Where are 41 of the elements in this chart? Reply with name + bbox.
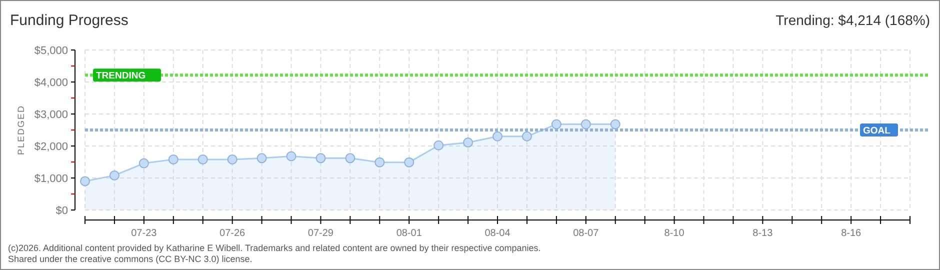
text: (c)2026. Additional content provided by Katharine E Wibell. Trademarks and related content are owned by their respective companies. xyxy=(8,243,541,253)
x-tick-label: 07-23 xyxy=(131,228,158,239)
point xyxy=(286,151,296,162)
y-tick-label: $5,000 xyxy=(34,45,68,57)
x-tick-label: 08-01 xyxy=(396,228,422,239)
x-tick-label: 08-04 xyxy=(484,228,511,239)
y-tick-label: $0 xyxy=(56,205,68,217)
point xyxy=(198,154,208,164)
x-tick-label: 8-10 xyxy=(664,228,685,239)
point xyxy=(610,119,620,130)
point xyxy=(168,154,178,164)
y-tick-label: $2,000 xyxy=(34,141,68,153)
point xyxy=(374,157,385,168)
point xyxy=(138,158,149,168)
x-tick-label: 8-16 xyxy=(841,228,862,239)
ref-line-label: TRENDING xyxy=(96,70,146,82)
point xyxy=(109,170,120,180)
text: Trending: $4,214 (168%) xyxy=(776,12,930,28)
text: Shared under the creative commons (CC BY-NC 3.0) license. xyxy=(8,254,252,264)
ref-line-label: GOAL xyxy=(863,126,891,136)
point xyxy=(404,157,414,168)
point xyxy=(580,119,591,130)
point xyxy=(227,154,238,164)
point xyxy=(256,153,267,164)
point xyxy=(316,153,326,164)
x-tick-label: 8-13 xyxy=(752,228,774,239)
x-tick-label: 08-07 xyxy=(573,228,600,239)
y-axis-title: PLEDGED xyxy=(16,104,26,156)
y-tick-label: $3,000 xyxy=(34,109,68,121)
x-tick-label: 07-26 xyxy=(220,228,246,239)
chart-title: Funding Progress xyxy=(10,12,128,29)
point xyxy=(434,140,444,150)
y-tick-label: $4,000 xyxy=(34,77,68,89)
x-tick-label: 07-29 xyxy=(308,228,334,239)
point xyxy=(522,131,532,142)
point xyxy=(492,131,502,142)
y-tick-label: $1,000 xyxy=(34,173,68,185)
point xyxy=(345,153,356,164)
point xyxy=(463,137,474,148)
point xyxy=(551,119,562,130)
point xyxy=(80,176,90,186)
